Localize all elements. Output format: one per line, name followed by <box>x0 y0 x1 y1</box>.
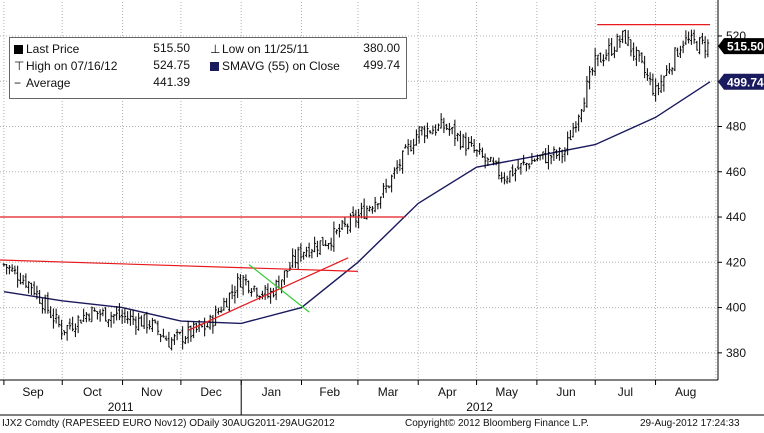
last-price-tag: 515.50 <box>718 38 764 55</box>
legend-last-price-value: 515.50 <box>153 41 190 55</box>
year-label-2012: 2012 <box>466 400 493 414</box>
legend-smavg-label: SMAVG (55) on Close <box>222 59 340 73</box>
x-tick-label: Feb <box>319 385 340 399</box>
legend-last-price-label: Last Price <box>26 42 80 56</box>
legend-low-value: 380.00 <box>363 41 400 55</box>
y-tick-label: 480 <box>726 119 746 133</box>
y-tick-label: 440 <box>726 210 746 224</box>
smavg-swatch <box>210 62 219 71</box>
y-tick-label: 420 <box>726 255 746 269</box>
x-tick-label: May <box>495 385 518 399</box>
trend-line <box>188 257 349 331</box>
sma-line <box>3 81 711 325</box>
legend-high-value: 524.75 <box>153 58 190 72</box>
legend-low-label: Low on 11/25/11 <box>222 42 309 56</box>
y-tick-label: 380 <box>726 346 746 360</box>
legend-average-value: 441.39 <box>153 75 190 89</box>
x-tick-label: Nov <box>141 385 162 399</box>
year-label-2011: 2011 <box>108 400 134 414</box>
y-tick-label: 460 <box>726 165 746 179</box>
green-trend-line <box>248 264 310 313</box>
high-marker-icon: ⊤ <box>14 59 25 73</box>
sma-tag-label: 499.74 <box>727 75 764 89</box>
x-tick-label: Sep <box>22 385 44 399</box>
average-line-icon: − <box>14 76 22 90</box>
x-tick-label: Jan <box>262 385 281 399</box>
legend-average-label: Average <box>26 76 71 90</box>
annotation-top-layer <box>0 24 710 331</box>
x-tick-label: Jul <box>618 385 633 399</box>
x-tick-label: Jun <box>556 385 575 399</box>
price-bars-layer <box>2 29 710 351</box>
y-tick-label: 400 <box>726 301 746 315</box>
last-price-tag-label: 515.50 <box>727 40 764 54</box>
x-tick-label: Aug <box>675 385 696 399</box>
legend-smavg: SMAVG (55) on Close <box>210 58 340 74</box>
legend-smavg-value: 499.74 <box>363 58 400 72</box>
low-marker-icon: ⊥ <box>210 42 221 56</box>
chart-legend: Last Price 515.50 ⊤ High on 07/16/12 524.… <box>9 37 407 99</box>
x-tick-label: Mar <box>378 385 399 399</box>
legend-average: − Average <box>14 75 70 91</box>
legend-high: ⊤ High on 07/16/12 <box>14 58 117 74</box>
legend-high-label: High on 07/16/12 <box>26 59 118 73</box>
trend-line <box>0 259 358 272</box>
x-tick-label: Dec <box>200 385 221 399</box>
footer-copyright: Copyright© 2012 Bloomberg Finance L.P. <box>405 418 589 429</box>
last-price-swatch <box>14 45 23 54</box>
legend-low: ⊥ Low on 11/25/11 <box>210 41 309 57</box>
sma-layer <box>3 81 711 325</box>
x-tick-label: Oct <box>83 385 102 399</box>
footer-timestamp: 29-Aug-2012 17:24:33 <box>640 418 740 429</box>
footer-instrument: IJX2 Comdty (RAPESEED EURO Nov12) ODaily… <box>2 418 335 429</box>
sma-tag-bg <box>718 73 764 90</box>
last-price-tag-bg <box>718 38 764 55</box>
sma-tag: 499.74 <box>718 73 764 90</box>
axes-layer: 380400420440460480500520SepOctNovDecJanF… <box>0 0 764 416</box>
legend-last-price: Last Price <box>14 41 79 57</box>
x-tick-label: Apr <box>438 385 457 399</box>
